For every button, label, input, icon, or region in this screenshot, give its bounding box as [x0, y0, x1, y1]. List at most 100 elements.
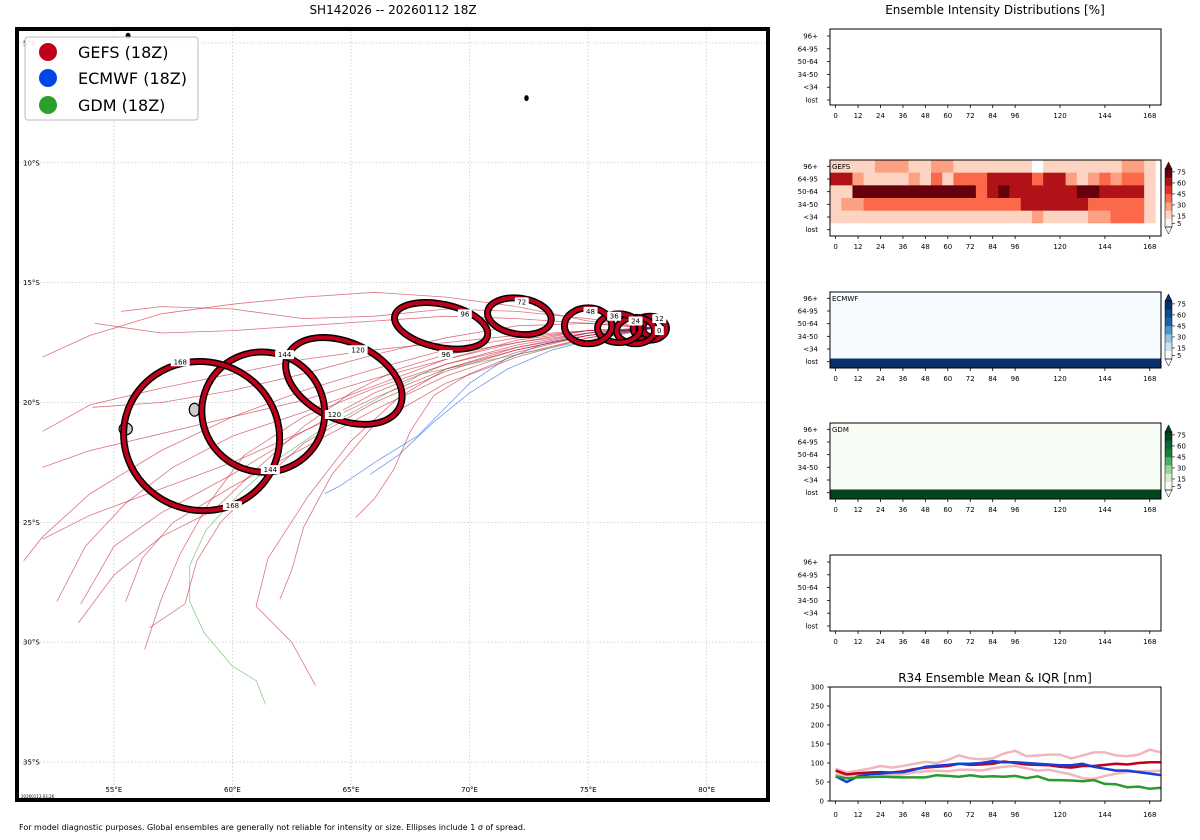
- heatmap-cell: [874, 210, 887, 224]
- heatmap-cell: [908, 185, 921, 199]
- gefs-track: [23, 327, 655, 561]
- heatmap-cell: [942, 223, 954, 237]
- heatmap-cell: [1132, 198, 1145, 211]
- ellipse-label-bg: [324, 410, 344, 419]
- lat-tick-label: 25°S: [23, 519, 40, 527]
- heatmap-cell: [942, 210, 954, 224]
- heatmap-cell: [1054, 160, 1066, 173]
- x-tick-label: 72: [966, 638, 975, 646]
- heatmap-cell: [897, 185, 909, 199]
- x-tick-label: 72: [966, 112, 975, 120]
- heatmap-cell: [1031, 210, 1044, 224]
- heatmap-cell: [1054, 223, 1066, 237]
- x-tick-label: 48: [921, 243, 930, 251]
- heatmap-cell: [830, 185, 842, 199]
- heatmap-cell: [919, 185, 932, 199]
- category-label: <34: [803, 610, 818, 618]
- heatmap-cell: [1009, 160, 1022, 173]
- heatmap-cell: [852, 160, 864, 173]
- heatmap-cell: [1031, 223, 1044, 237]
- ellipse-label-bg: [652, 314, 667, 324]
- lat-tick-label: 15°S: [23, 279, 40, 287]
- ellipse-hour-label: 120: [351, 346, 364, 354]
- heatmap-cell: [841, 172, 853, 186]
- panel-frame: [829, 28, 1162, 106]
- panel-frame: [829, 422, 1162, 500]
- ellipse-hour-label: 120: [328, 411, 341, 419]
- x-tick-label: 24: [876, 375, 885, 383]
- lat-tick-label: 20°S: [23, 399, 40, 407]
- colorbar-tick-label: 45: [1177, 453, 1186, 461]
- heatmap-cell: [874, 160, 887, 173]
- heatmap-cell: [1020, 185, 1033, 199]
- heatmap-cell: [886, 210, 898, 224]
- ellipse-label-bg: [457, 309, 472, 319]
- heatmap-cell: [1099, 223, 1111, 237]
- x-tick-label: 120: [1053, 112, 1066, 120]
- heatmap-cell: [1043, 223, 1055, 237]
- ellipse-hour-label: 48: [586, 308, 595, 316]
- heatmap-cell: [852, 198, 864, 211]
- heatmap-cell: [998, 185, 1010, 199]
- colorbar-tick-label: 30: [1177, 333, 1186, 341]
- heatmap-cell: [1110, 172, 1123, 186]
- intensity-panel-ecmwf: ECMWF 515 30 45 60 75 96+ 64-95 50-64 34-50 <34 los…: [798, 291, 1186, 383]
- heatmap-cell: [919, 172, 932, 186]
- heatmap-cell: [1121, 185, 1134, 199]
- colorbar-frame: [1164, 431, 1173, 491]
- heatmap-cell: [987, 210, 999, 224]
- panel-frame: [829, 159, 1162, 237]
- heatmap-cell: [841, 223, 853, 237]
- heatmap-cell: [953, 185, 965, 199]
- heatmap-cell: [942, 160, 954, 173]
- r34-x-tick-label: 0: [833, 811, 837, 819]
- ellipse-label-bg: [583, 306, 598, 316]
- intensity-panels: 96+ 64-95 50-64 34-50 <34 lost 0 12 24 36 48 60 72 84…: [798, 28, 1186, 646]
- legend-marker-ecmwf: [39, 69, 57, 87]
- intensity-panel-empty: 96+ 64-95 50-64 34-50 <34 lost 0 12 24 36 48 60 72 84…: [798, 28, 1162, 120]
- gefs-track: [125, 327, 655, 602]
- category-label: <34: [803, 477, 818, 485]
- heatmap-cell: [1099, 198, 1111, 211]
- heatmap-cell: [1088, 160, 1100, 173]
- map-tracks: [23, 291, 655, 705]
- heatmap-cell: [1132, 223, 1145, 237]
- heatmap-cell: [886, 185, 898, 199]
- x-tick-label: 0: [833, 375, 837, 383]
- colorbar-segment: [1165, 309, 1172, 318]
- category-label: 50-64: [798, 188, 819, 196]
- heatmap-cell: [897, 198, 909, 211]
- heatmap-cell: [919, 160, 932, 173]
- heatmap-background: [830, 423, 1161, 499]
- heatmap-cell: [1088, 198, 1100, 211]
- heatmap-cell: [908, 223, 921, 237]
- heatmap-cell: [874, 185, 887, 199]
- lon-tick-label: 55°E: [105, 786, 122, 794]
- heatmap-cell: [1065, 198, 1078, 211]
- category-label: 50-64: [798, 584, 819, 592]
- island: [524, 95, 529, 102]
- colorbar-segment: [1165, 193, 1172, 203]
- ellipse-hour-label: 144: [264, 466, 278, 474]
- x-tick-label: 120: [1053, 506, 1066, 514]
- x-tick-label: 12: [854, 506, 863, 514]
- x-tick-label: 168: [1143, 638, 1156, 646]
- heatmap-cell: [1065, 185, 1078, 199]
- heatmap-cell: [1144, 210, 1156, 224]
- colorbar-segment: [1165, 432, 1172, 441]
- panel-label: GEFS: [832, 163, 851, 171]
- colorbar-segment: [1165, 185, 1172, 195]
- heatmap-cell: [1020, 160, 1033, 173]
- ellipse-label-bg: [222, 501, 242, 511]
- colorbar-frame: [1164, 168, 1173, 228]
- heatmap-cell: [874, 198, 887, 211]
- x-tick-label: 0: [833, 112, 837, 120]
- map-frame: [15, 27, 770, 802]
- heatmap-cell: [852, 172, 864, 186]
- heatmap-cell: [908, 210, 921, 224]
- heatmap-cell: [897, 160, 909, 173]
- colorbar-segment: [1165, 301, 1172, 310]
- x-tick-label: 36: [898, 638, 907, 646]
- x-tick-label: 168: [1143, 112, 1156, 120]
- heatmap-cell: [1020, 210, 1033, 224]
